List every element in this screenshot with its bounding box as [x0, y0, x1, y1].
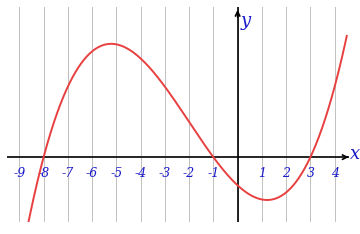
Text: -3: -3 [159, 167, 171, 180]
Text: -4: -4 [135, 167, 147, 180]
Text: 3: 3 [306, 167, 314, 180]
Text: -6: -6 [86, 167, 98, 180]
Text: -9: -9 [13, 167, 26, 180]
Text: y: y [241, 11, 251, 29]
Text: -7: -7 [62, 167, 74, 180]
Text: 4: 4 [330, 167, 339, 180]
Text: -2: -2 [183, 167, 195, 180]
Text: -8: -8 [37, 167, 50, 180]
Text: x: x [350, 145, 360, 163]
Text: 2: 2 [282, 167, 290, 180]
Text: -1: -1 [207, 167, 220, 180]
Text: -5: -5 [110, 167, 122, 180]
Text: 1: 1 [258, 167, 266, 180]
